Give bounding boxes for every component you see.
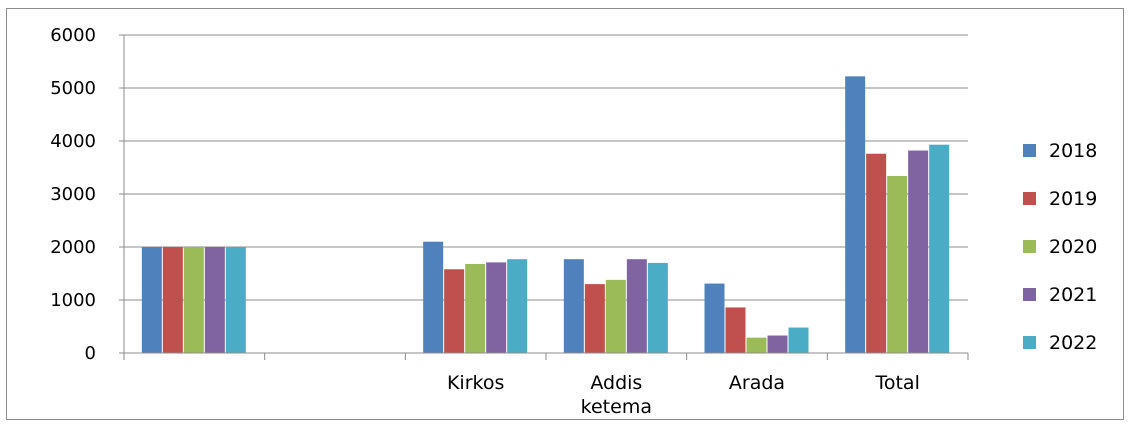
gridlines (124, 34, 968, 301)
bar-2020 (183, 247, 204, 353)
legend: 2018 2019 2020 2021 2022 (1023, 140, 1097, 354)
bar-2018 (563, 259, 584, 353)
bar-2021 (204, 247, 225, 353)
bar-2019 (444, 269, 465, 353)
bar-2022 (507, 259, 528, 353)
y-tick-label: 3000 (50, 184, 96, 205)
bar-2018 (141, 247, 162, 353)
bar-2021 (908, 150, 929, 353)
legend-swatch-2020 (1023, 240, 1036, 253)
bar-2019 (584, 284, 605, 353)
legend-label-2022: 2022 (1049, 332, 1097, 354)
bar-2022 (929, 144, 950, 353)
x-category-label: Total (874, 372, 919, 394)
x-category-label: Kirkos (447, 372, 504, 394)
bar-2019 (866, 153, 887, 353)
bar-2018 (845, 76, 866, 353)
legend-label-2021: 2021 (1049, 284, 1097, 306)
legend-swatch-2022 (1023, 336, 1036, 349)
y-tick-label: 5000 (50, 78, 96, 99)
bar-2019 (725, 307, 746, 353)
y-tick-label: 4000 (50, 131, 96, 152)
bar-2021 (486, 262, 507, 353)
bar-2020 (746, 337, 767, 353)
bar-2018 (704, 283, 725, 353)
legend-label-2020: 2020 (1049, 236, 1097, 258)
y-tick-label: 6000 (50, 25, 96, 46)
bars (141, 76, 950, 353)
bar-2018 (423, 241, 444, 353)
x-category-label: Addis ketema (581, 372, 652, 418)
bar-2020 (465, 263, 486, 353)
legend-label-2018: 2018 (1049, 140, 1097, 162)
axes: 0 1000 2000 3000 4000 5000 6000 Kirkos Addis kete… (50, 25, 969, 418)
bar-2022 (647, 262, 668, 353)
bar-2022 (788, 327, 809, 353)
legend-swatch-2018 (1023, 144, 1036, 157)
y-tick-label: 0 (85, 343, 96, 364)
bar-2020 (887, 175, 908, 353)
legend-swatch-2021 (1023, 288, 1036, 301)
legend-label-2019: 2019 (1049, 188, 1097, 210)
y-tick-label: 2000 (50, 237, 96, 258)
x-category-label: Arada (729, 372, 785, 394)
y-tick-label: 1000 (50, 290, 96, 311)
bar-2021 (626, 259, 647, 353)
bar-2022 (225, 247, 246, 353)
legend-swatch-2019 (1023, 192, 1036, 205)
bar-2019 (162, 247, 183, 353)
bar-2020 (605, 279, 626, 353)
bar-2021 (767, 335, 788, 353)
